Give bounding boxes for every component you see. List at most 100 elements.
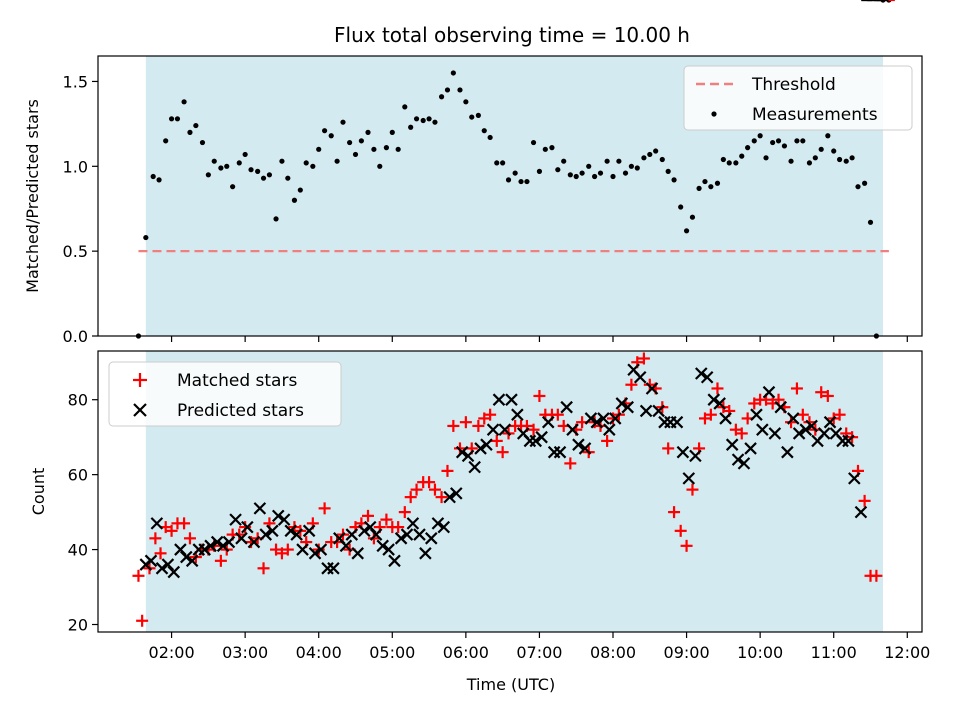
measurement-point (641, 155, 647, 161)
predicted-star-point (327, 562, 340, 575)
measurement-point (708, 184, 714, 190)
predicted-star-point (792, 427, 806, 440)
measurement-point (628, 163, 634, 169)
predicted-star-point (725, 438, 739, 451)
predicted-star-point (406, 517, 420, 530)
predicted-star-point (541, 415, 555, 429)
matched-star-point (490, 434, 503, 447)
measurement-point (542, 146, 548, 152)
matched-star-point (281, 543, 294, 556)
predicted-star-point (308, 547, 322, 560)
measurement-point (702, 178, 708, 185)
predicted-star-point (314, 543, 328, 556)
measurement-point (831, 148, 837, 154)
x-tick-label: 05:00 (369, 643, 415, 662)
measurement-point (389, 129, 395, 135)
measurement-point (653, 148, 659, 154)
bottom-legend: Matched stars Predicted stars (108, 361, 342, 427)
measurement-point (273, 216, 279, 222)
measurement-point (757, 133, 763, 139)
measurement-point (610, 173, 616, 180)
measurement-point (255, 168, 261, 174)
measurement-point (174, 116, 181, 122)
measurement-point (450, 70, 456, 76)
predicted-star-point (358, 524, 371, 538)
matched-star-point (472, 419, 485, 432)
predicted-star-point (781, 445, 794, 459)
predicted-star-point (351, 547, 364, 560)
predicted-star-point (266, 524, 279, 538)
predicted-star-point (762, 385, 776, 399)
measurement-point (524, 178, 530, 185)
y-tick-label: 40 (68, 541, 88, 560)
predicted-star-point (608, 412, 622, 425)
measurement-point (549, 145, 555, 151)
measurement-point (837, 156, 843, 163)
matched-star-point (564, 457, 577, 470)
measurement-point (659, 156, 665, 163)
measurement-point (592, 173, 598, 180)
matched-star-point (796, 408, 809, 421)
matched-star-point (686, 483, 699, 496)
predicted-star-point (553, 445, 567, 459)
measurement-point (156, 177, 162, 183)
measurement-point (696, 185, 702, 191)
matched-star-point (178, 517, 191, 530)
measurement-point (408, 124, 414, 130)
matched-star-point (459, 416, 472, 429)
measurement-point (689, 214, 696, 220)
matched-star-point (551, 408, 564, 421)
matched-star-point (404, 491, 417, 504)
predicted-star-point (774, 400, 788, 414)
matched-star-point (154, 547, 167, 560)
matched-star-point (674, 524, 687, 537)
measurement-point (187, 129, 193, 135)
measurement-point (678, 204, 684, 210)
measurement-point (788, 158, 794, 164)
matched-star-point (136, 614, 149, 627)
matched-star-point (214, 554, 227, 567)
predicted-star-point (247, 535, 261, 549)
measurement-point (518, 178, 524, 185)
y-tick-label: 80 (68, 391, 88, 410)
predicted-star-point (805, 419, 818, 433)
predicted-star-point (204, 539, 217, 553)
x-tick-label: 06:00 (443, 643, 489, 662)
measurement-point (310, 163, 316, 169)
top-panel: 0.0 0.5 1.0 1.5 Matched/Predicted stars Thr… (23, 0, 923, 346)
measurement-point (714, 180, 721, 186)
matched-star-point (680, 539, 693, 552)
predicted-star-point (339, 539, 353, 553)
measurement-point (825, 133, 831, 139)
matched-star-point (527, 423, 540, 436)
matched-star-point (183, 532, 196, 545)
predicted-star-point (486, 423, 500, 436)
measurement-point (395, 146, 401, 152)
measurement-point (168, 116, 175, 122)
matched-star-point (423, 476, 436, 489)
matched-star-point (165, 524, 178, 537)
x-tick-label: 12:00 (884, 643, 930, 662)
predicted-star-point (369, 528, 383, 541)
measurement-point (561, 158, 567, 164)
measurement-point (432, 119, 438, 125)
measurement-point (745, 145, 751, 151)
predicted-star-point (241, 520, 254, 534)
predicted-star-point (848, 472, 861, 485)
legend-matched: Matched stars (177, 371, 297, 391)
matched-star-point (668, 506, 681, 519)
matched-star-point (149, 532, 162, 545)
predicted-star-point (737, 457, 751, 470)
predicted-star-point (400, 528, 414, 541)
top-y-ticks: 0.0 0.5 1.0 1.5 (63, 72, 98, 346)
measurement-point (236, 160, 242, 166)
predicted-star-point (676, 445, 690, 459)
top-legend: Threshold Measurements (683, 65, 913, 131)
measurement-point (340, 119, 346, 125)
measurement-point (622, 170, 629, 176)
matched-star-point (496, 446, 509, 459)
predicted-star-point (817, 427, 831, 440)
matched-star-point (435, 491, 448, 504)
matched-star-point (392, 521, 405, 534)
x-tick-label: 10:00 (737, 643, 783, 662)
